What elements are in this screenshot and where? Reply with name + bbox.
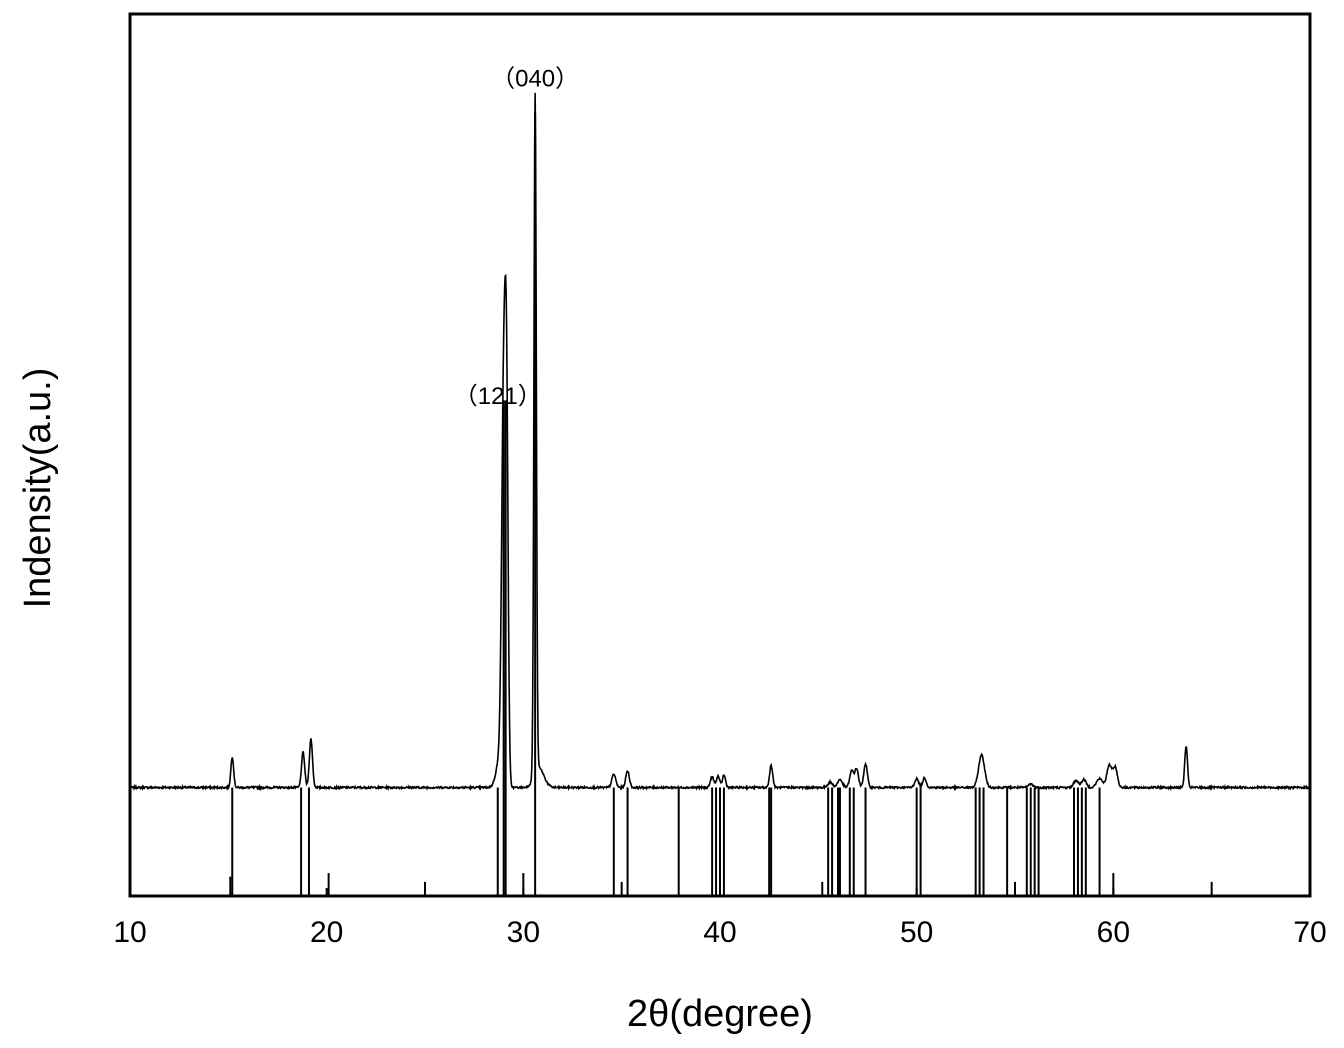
x-tick-label: 10 [113, 916, 146, 949]
x-tick-label: 40 [703, 916, 736, 949]
y-axis-title: Indensity(a.u.) [17, 368, 59, 609]
peak-annotation: （121） [454, 383, 542, 410]
diffraction-pattern [130, 93, 1310, 789]
x-tick-label: 70 [1293, 916, 1326, 949]
x-axis-title: 2θ(degree) [627, 993, 813, 1035]
peak-annotation: （040） [491, 65, 579, 92]
x-tick-label: 20 [310, 916, 343, 949]
x-tick-label: 30 [507, 916, 540, 949]
x-tick-label: 50 [900, 916, 933, 949]
x-tick-label: 60 [1097, 916, 1130, 949]
reference-lines [230, 113, 1211, 896]
plot-frame [130, 14, 1310, 896]
peak-annotations: （040） （121） [454, 65, 579, 410]
pattern-line [130, 93, 1310, 789]
